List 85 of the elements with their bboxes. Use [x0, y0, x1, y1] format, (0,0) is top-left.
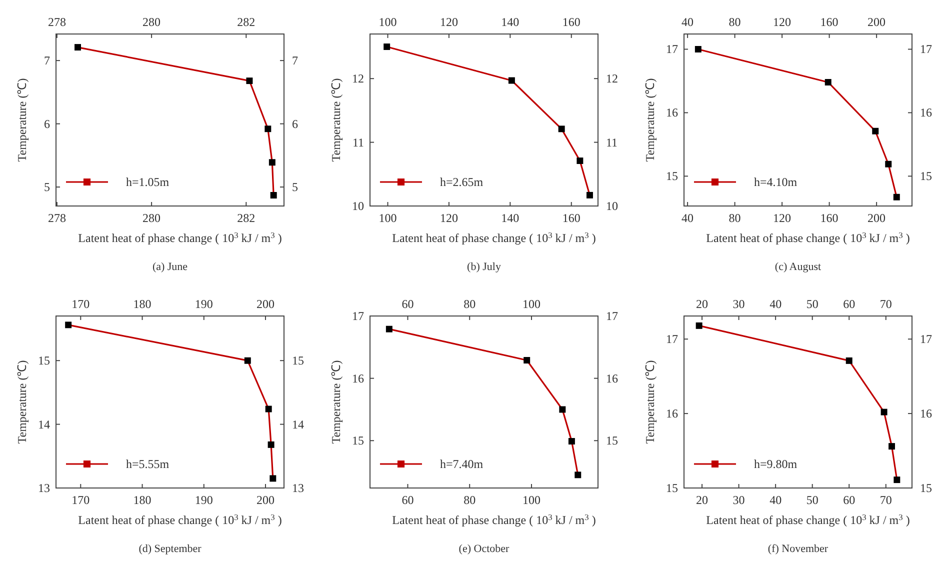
y-tick-label: 16 — [666, 106, 678, 120]
x-tick-label: 70 — [880, 297, 892, 311]
y2-tick-label: 5 — [292, 180, 298, 194]
x-tick-label: 100 — [522, 493, 540, 507]
y2-tick-label: 17 — [920, 42, 932, 56]
x-tick-label: 80 — [728, 15, 741, 29]
x-tick-label: 60 — [402, 493, 414, 507]
y2-tick-label: 11 — [606, 135, 618, 150]
x-tick-label: 160 — [562, 211, 580, 225]
y2-tick-label: 16 — [920, 406, 932, 421]
x-tick-label: 280 — [142, 211, 161, 225]
y2-tick-label: 12 — [606, 72, 618, 86]
y2-tick-label: 16 — [920, 106, 932, 120]
x-tick-label: 100 — [378, 211, 397, 225]
y-tick-label: 7 — [44, 54, 50, 68]
x-tick-label: 190 — [194, 493, 213, 507]
y-tick-label: 16 — [666, 406, 678, 421]
x-tick-label: 40 — [682, 15, 694, 29]
legend-label: h=2.65m — [440, 175, 484, 189]
y-tick-label: 6 — [44, 116, 50, 131]
y-tick-label: 15 — [38, 354, 50, 368]
x-axis-title: Latent heat of phase change ( 10$^{3}$ kJ / m$^{3}$ ) — [706, 512, 910, 527]
x-tick-label: 50 — [806, 297, 818, 311]
y-tick-label: 13 — [38, 481, 50, 495]
x-tick-label: 278 — [48, 211, 66, 225]
y-tick-label: 10 — [352, 199, 364, 213]
x-tick-label: 40 — [770, 297, 782, 311]
x-tick-label: 160 — [820, 15, 838, 29]
y2-tick-label: 17 — [920, 332, 932, 346]
y-tick-label: 17 — [666, 42, 678, 56]
x-axis-title: Latent heat of phase change ( 10$^{3}$ kJ / m$^{3}$ ) — [78, 230, 282, 245]
y-tick-label: 12 — [352, 72, 364, 86]
x-axis-title: Latent heat of phase change ( 10$^{3}$ kJ / m$^{3}$ ) — [392, 512, 596, 527]
y2-tick-label: 14 — [292, 417, 304, 432]
y-axis-title: Temperature (℃) — [15, 360, 29, 444]
text: (c) August — [774, 261, 822, 273]
y-axis-title: Temperature (℃) — [329, 78, 343, 162]
y-tick-label: 15 — [666, 481, 678, 495]
y-tick-label: 15 — [666, 169, 678, 184]
x-tick-label: 180 — [133, 493, 152, 507]
y-tick-label: 16 — [352, 371, 364, 386]
y-tick-label: 17 — [352, 309, 364, 323]
y-tick-label: 5 — [44, 180, 50, 194]
text: (d) September — [138, 543, 202, 555]
x-tick-label: 30 — [732, 297, 745, 311]
x-tick-label: 120 — [440, 211, 458, 225]
y2-tick-label: 6 — [292, 116, 298, 131]
y-axis-title: Temperature (℃) — [15, 78, 29, 162]
y-tick-label: 17 — [666, 332, 678, 346]
y2-tick-label: 10 — [606, 199, 618, 213]
y2-tick-label: 7 — [292, 54, 298, 68]
x-axis-title: Latent heat of phase change ( 10$^{3}$ kJ / m$^{3}$ ) — [78, 512, 282, 527]
x-axis-title: Latent heat of phase change ( 10$^{3}$ kJ / m$^{3}$ ) — [392, 230, 596, 245]
x-tick-label: 120 — [773, 15, 792, 29]
legend-label: h=5.55m — [126, 457, 170, 471]
y2-tick-label: 15 — [920, 169, 932, 184]
text: (b) July — [467, 261, 502, 273]
x-tick-label: 170 — [72, 493, 90, 507]
legend-label: h=9.80m — [754, 457, 798, 471]
x-tick-label: 200 — [256, 493, 275, 507]
x-tick-label: 200 — [868, 15, 886, 29]
legend-label: h=4.10m — [754, 175, 798, 189]
y2-tick-label: 15 — [292, 354, 304, 368]
x-tick-label: 140 — [501, 211, 520, 225]
x-tick-label: 80 — [464, 493, 476, 507]
y2-tick-label: 13 — [292, 481, 304, 495]
y2-tick-label: 16 — [606, 371, 618, 386]
y-axis-title: Temperature (℃) — [329, 360, 343, 444]
x-tick-label: 60 — [843, 297, 856, 311]
y2-tick-label: 15 — [920, 481, 932, 495]
legend-label: h=7.40m — [440, 457, 484, 471]
y2-tick-label: 15 — [606, 434, 618, 448]
y-tick-label: 14 — [38, 417, 50, 432]
text: (e) October — [458, 543, 510, 555]
y-axis-title: Temperature (℃) — [643, 78, 657, 162]
y-tick-label: 11 — [352, 135, 364, 150]
text: (a) June — [152, 261, 188, 273]
x-tick-label: 20 — [696, 297, 708, 311]
x-axis-title: Latent heat of phase change ( 10$^{3}$ kJ / m$^{3}$ ) — [706, 230, 910, 245]
y-axis-title: Temperature (℃) — [643, 360, 657, 444]
y2-tick-label: 17 — [606, 309, 618, 323]
text: (f) November — [768, 543, 828, 555]
x-tick-label: 282 — [237, 211, 256, 225]
legend-label: h=1.05m — [126, 175, 170, 189]
y-tick-label: 15 — [352, 434, 364, 448]
